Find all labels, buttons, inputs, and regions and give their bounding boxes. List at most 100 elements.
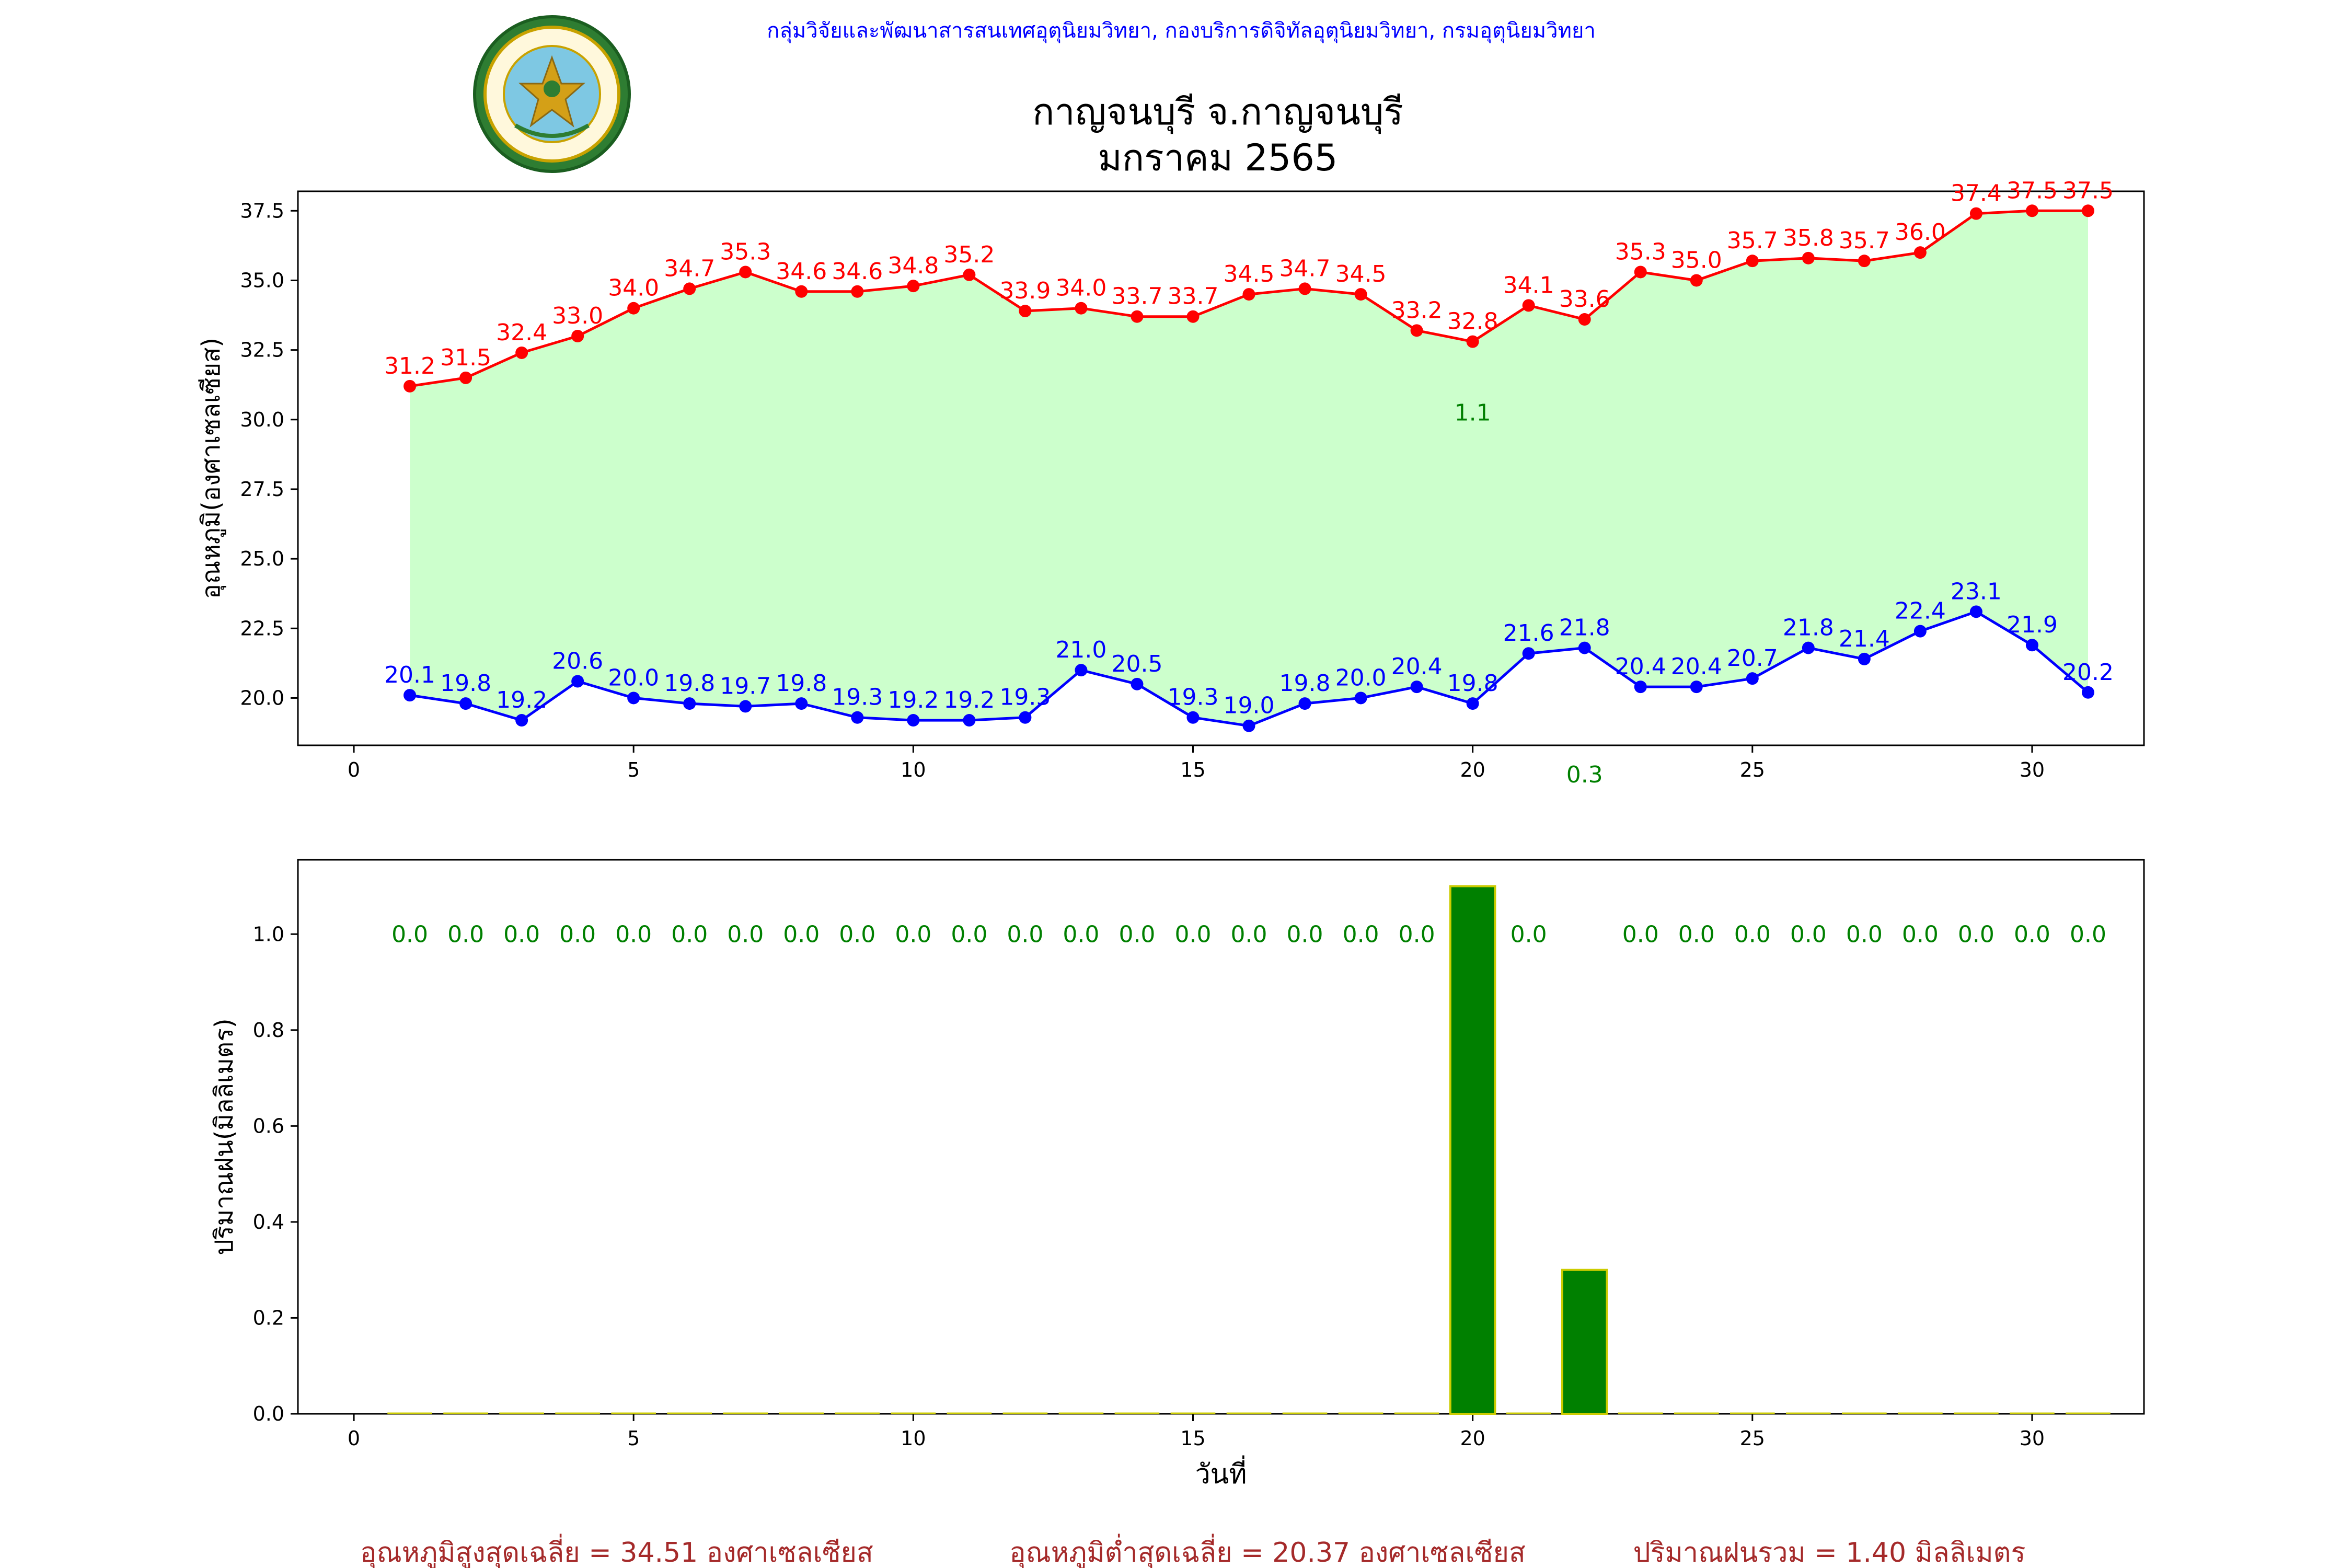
- min-temp-point: [459, 697, 472, 710]
- max-temp-label: 34.0: [608, 275, 659, 302]
- min-temp-label: 23.1: [1951, 578, 2002, 605]
- avg-min-temp-text: อุณหภูมิต่ำสุดเฉลี่ย = 20.37 องศาเซลเซีย…: [1009, 1534, 1525, 1568]
- temp-y-tick-label: 35.0: [240, 269, 284, 292]
- min-temp-label: 19.2: [496, 687, 547, 713]
- max-temp-label: 34.5: [1335, 261, 1387, 287]
- max-temp-label: 33.2: [1391, 297, 1443, 324]
- max-temp-point: [1019, 305, 1032, 318]
- rain-y-tick-label: 0.8: [253, 1019, 284, 1042]
- max-temp-label: 35.8: [1783, 225, 1834, 251]
- rain-value-label: 0.0: [1063, 921, 1099, 948]
- max-temp-label: 33.7: [1111, 283, 1162, 310]
- rain-value-label: 0.0: [951, 921, 987, 948]
- temp-x-tick-label: 20: [1460, 758, 1485, 781]
- min-temp-point: [627, 691, 640, 705]
- max-temp-label: 32.4: [496, 319, 547, 346]
- min-temp-label: 19.0: [1224, 693, 1275, 719]
- rainfall-plot-area: [297, 859, 2145, 1415]
- min-temp-label: 20.4: [1615, 653, 1666, 680]
- rain-value-label: 0.0: [1902, 921, 1939, 948]
- rain-x-tick-label: 30: [2020, 1427, 2045, 1450]
- max-temp-point: [739, 266, 752, 279]
- rain-value-label: 0.0: [559, 921, 596, 948]
- min-temp-label: 20.0: [608, 664, 659, 691]
- min-temp-point: [963, 714, 976, 727]
- max-temp-label: 34.6: [832, 258, 883, 285]
- temp-x-tick-label: 15: [1180, 758, 1205, 781]
- max-temp-point: [459, 371, 472, 384]
- min-temp-point: [403, 689, 417, 702]
- temp-x-tick-label: 10: [901, 758, 926, 781]
- temp-x-tick-label: 25: [1740, 758, 1765, 781]
- max-temp-point: [1354, 288, 1367, 301]
- min-temp-label: 19.2: [943, 687, 995, 713]
- max-temp-label: 34.1: [1503, 272, 1554, 298]
- total-rain-text: ปริมาณฝนรวม = 1.40 มิลลิเมตร: [1633, 1537, 2026, 1568]
- rain-value-label: 0.0: [1958, 921, 1994, 948]
- max-temp-label: 35.7: [1839, 227, 1890, 254]
- min-temp-point: [1298, 697, 1311, 710]
- max-temp-label: 37.4: [1951, 180, 2002, 207]
- max-temp-point: [1186, 310, 1200, 323]
- min-temp-point: [1578, 641, 1591, 654]
- max-temp-point: [1075, 302, 1088, 315]
- max-temp-point: [515, 346, 528, 359]
- max-temp-point: [683, 282, 696, 295]
- rain-annotation-label: 1.1: [1455, 399, 1491, 426]
- max-temp-point: [403, 379, 417, 393]
- min-temp-point: [1131, 677, 1144, 690]
- max-temp-point: [1522, 299, 1535, 312]
- rain-value-label: 0.0: [839, 921, 875, 948]
- max-temp-point: [1690, 274, 1703, 287]
- min-temp-label: 19.8: [440, 670, 491, 697]
- rain-x-tick-label: 5: [627, 1427, 640, 1450]
- min-temp-label: 19.8: [1447, 670, 1498, 697]
- rain-y-tick-label: 1.0: [253, 923, 284, 946]
- rain-x-tick-label: 25: [1740, 1427, 1765, 1450]
- max-temp-label: 34.8: [887, 252, 939, 279]
- max-temp-label: 33.7: [1168, 283, 1219, 310]
- min-temp-point: [2081, 686, 2094, 699]
- agency-text: กลุ่มวิจัยและพัฒนาสารสนเทศอุตุนิยมวิทยา,…: [767, 19, 1596, 43]
- rain-y-tick-label: 0.4: [253, 1210, 284, 1233]
- min-temp-label: 20.7: [1727, 645, 1778, 672]
- rain-value-label: 0.0: [1287, 921, 1323, 948]
- min-temp-label: 21.8: [1783, 615, 1834, 641]
- min-temp-label: 22.4: [1895, 598, 1946, 625]
- rain-value-label: 0.0: [1678, 921, 1715, 948]
- rain-value-label: 0.0: [1734, 921, 1771, 948]
- min-temp-point: [1634, 681, 1647, 694]
- max-temp-point: [1578, 313, 1591, 326]
- temp-x-tick-label: 30: [2020, 758, 2045, 781]
- max-temp-label: 35.7: [1727, 227, 1778, 254]
- min-temp-point: [515, 714, 528, 727]
- max-temp-point: [1466, 335, 1479, 348]
- rain-bar: [1561, 1269, 1608, 1415]
- min-temp-point: [851, 711, 864, 724]
- min-temp-label: 19.8: [1279, 670, 1331, 697]
- temperature-plot-area: [297, 190, 2145, 746]
- rain-value-label: 0.0: [895, 921, 931, 948]
- max-temp-point: [1746, 255, 1759, 268]
- min-temp-label: 21.8: [1559, 615, 1610, 641]
- rain-x-tick-label: 10: [901, 1427, 926, 1450]
- max-temp-point: [1242, 288, 1255, 301]
- min-temp-label: 20.2: [2062, 659, 2114, 686]
- min-temp-point: [571, 675, 584, 688]
- min-temp-label: 20.5: [1111, 651, 1162, 677]
- min-temp-point: [1858, 652, 1871, 665]
- max-temp-point: [571, 329, 584, 342]
- rain-value-label: 0.0: [391, 921, 428, 948]
- max-temp-label: 34.6: [776, 258, 827, 285]
- min-temp-label: 19.8: [664, 670, 715, 697]
- min-temp-point: [907, 714, 920, 727]
- min-temp-label: 21.9: [2007, 612, 2058, 638]
- min-temp-point: [1466, 697, 1479, 710]
- min-temp-label: 21.6: [1503, 620, 1554, 647]
- max-temp-label: 33.0: [552, 303, 603, 329]
- max-temp-point: [1634, 266, 1647, 279]
- rain-x-tick-label: 15: [1180, 1427, 1205, 1450]
- max-temp-label: 36.0: [1895, 219, 1946, 246]
- rain-y-tick-label: 0.2: [253, 1306, 284, 1329]
- min-temp-point: [739, 700, 752, 713]
